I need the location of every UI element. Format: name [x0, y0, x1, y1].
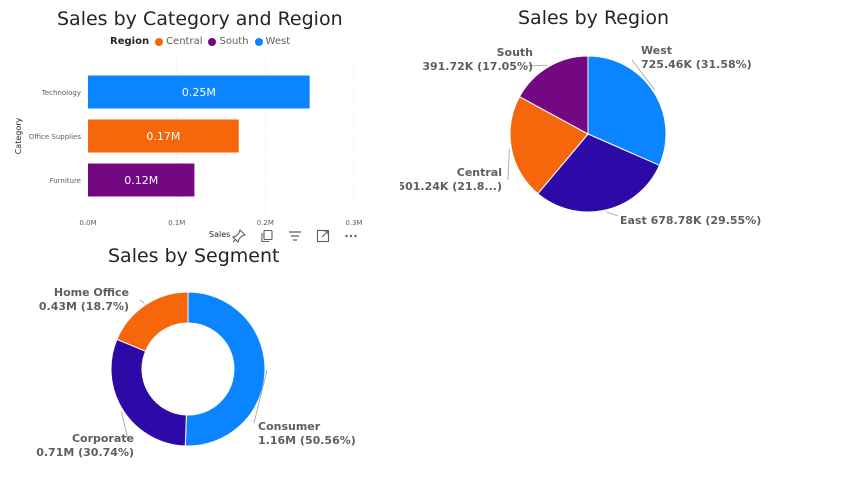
bar[interactable]: [88, 119, 239, 153]
slice-value-label: 0.43M (18.7%): [39, 300, 129, 313]
visual-header-toolbar: [230, 228, 360, 244]
leader-line: [139, 299, 145, 304]
slice-value-label: 0.71M (30.74%): [36, 446, 134, 459]
slice-value-label: 725.46K (31.58%): [641, 58, 752, 71]
sales-by-segment-visual[interactable]: Sales by Segment Consumer 1.16M (50.56%) C…: [0, 240, 400, 481]
x-tick-label: 0.2M: [257, 219, 274, 227]
slice-label: Consumer: [258, 420, 321, 433]
legend-dot-central: [155, 37, 164, 46]
legend-item-west[interactable]: West: [254, 36, 291, 47]
x-tick-label: 0.3M: [345, 219, 362, 227]
leader-line: [507, 148, 510, 181]
pie-slice[interactable]: [116, 291, 189, 352]
y-axis-title: Category: [14, 117, 23, 154]
legend-item-central[interactable]: Central: [155, 36, 202, 47]
slice-label: East 678.78K (29.55%): [620, 214, 761, 227]
bar-legend: Region Central South West: [110, 36, 296, 47]
pie-slice[interactable]: [509, 95, 589, 195]
legend-title: Region: [110, 36, 150, 47]
slice-value-label: 391.72K (17.05%): [422, 60, 533, 73]
filter-icon[interactable]: [286, 228, 304, 244]
y-tick-label: Office Supplies: [29, 133, 82, 141]
pie-slice[interactable]: [518, 55, 589, 135]
x-axis-title: Sales: [209, 230, 230, 239]
legend-label-central: Central: [166, 36, 203, 47]
bar-data-label: 0.17M: [146, 130, 180, 143]
slice-label: Home Office: [54, 286, 129, 299]
x-tick-label: 0.1M: [168, 219, 185, 227]
copy-icon[interactable]: [258, 228, 276, 244]
pie-slice[interactable]: [184, 291, 266, 447]
legend-dot-south: [208, 37, 217, 46]
bar[interactable]: [88, 163, 195, 197]
sales-by-region-visual[interactable]: Sales by Region West 725.46K (31.58%) East…: [400, 0, 800, 250]
y-tick-label: Furniture: [50, 177, 81, 185]
pie-slice[interactable]: [110, 338, 187, 447]
bar-data-label: 0.12M: [124, 174, 158, 187]
donut-chart-title: Sales by Segment: [108, 245, 280, 267]
sales-by-category-region-visual[interactable]: Sales by Category and Region Region Cent…: [0, 0, 390, 250]
slice-label: South: [497, 46, 533, 59]
legend-label-west: West: [265, 36, 291, 47]
pie-slice[interactable]: [587, 55, 667, 166]
bar[interactable]: [88, 75, 310, 109]
slice-label: West: [641, 44, 672, 57]
focus-mode-icon[interactable]: [314, 228, 332, 244]
bar-data-label: 0.25M: [182, 86, 216, 99]
leader-line: [631, 59, 656, 91]
bar-chart-title: Sales by Category and Region: [57, 8, 343, 30]
slice-label: Corporate: [72, 432, 134, 445]
legend-label-south: South: [219, 36, 249, 47]
bar-chart-svg: 0.0M 0.1M 0.2M 0.3M Category Sales Technology 0…: [14, 58, 363, 239]
leader-line: [606, 211, 619, 217]
pin-icon[interactable]: [230, 228, 248, 244]
y-tick-label: Technology: [41, 89, 81, 97]
leader-line: [253, 370, 268, 424]
legend-dot-west: [254, 37, 263, 46]
slice-value-label: 501.24K (21.8...): [400, 180, 502, 193]
slice-label: Central: [457, 166, 502, 179]
slice-value-label: 1.16M (50.56%): [258, 434, 356, 447]
leader-line: [523, 64, 548, 67]
more-options-icon[interactable]: [342, 228, 360, 244]
pie-chart-title: Sales by Region: [518, 7, 669, 29]
x-tick-label: 0.0M: [79, 219, 96, 227]
pie-slice[interactable]: [537, 133, 661, 213]
leader-line: [121, 411, 129, 441]
legend-item-south[interactable]: South: [208, 36, 249, 47]
